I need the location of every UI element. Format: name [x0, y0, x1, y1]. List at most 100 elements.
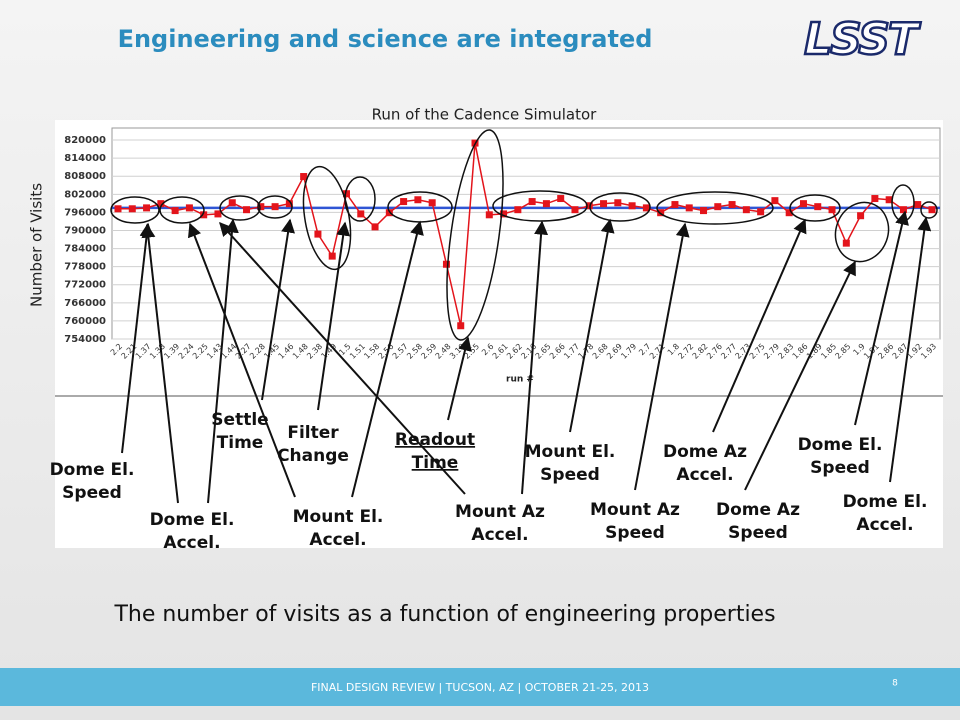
annotation-label: Dome Az	[716, 500, 800, 520]
annotation-label: Time	[412, 453, 459, 473]
y-tick-label: 784000	[64, 244, 106, 255]
point	[200, 211, 208, 219]
annotation-arrow	[351, 220, 424, 498]
annotation-arrow	[854, 210, 909, 426]
point	[842, 239, 850, 247]
point	[214, 210, 222, 218]
point	[757, 208, 765, 216]
annotation-arrow	[219, 221, 466, 495]
point	[514, 206, 522, 214]
point	[228, 199, 236, 207]
point	[542, 200, 550, 208]
point	[871, 195, 879, 203]
annotation-label: Speed	[540, 465, 600, 485]
point	[428, 199, 436, 207]
point	[557, 195, 565, 203]
point	[357, 210, 365, 218]
point	[799, 200, 807, 208]
point	[314, 230, 322, 238]
point	[257, 203, 265, 211]
y-axis-label: Number of Visits	[28, 183, 46, 307]
chart-panel	[55, 120, 943, 548]
y-tick-label: 778000	[64, 262, 106, 273]
point	[328, 252, 336, 260]
annotation-arrow	[187, 222, 296, 498]
annotation-label: Time	[217, 433, 264, 453]
annotation-arrow	[261, 218, 295, 401]
point	[785, 209, 793, 217]
highlight-ellipse	[257, 195, 293, 219]
point	[914, 201, 922, 209]
annotation-arrow	[207, 218, 239, 504]
point	[771, 197, 779, 205]
highlight-ellipse	[834, 201, 890, 263]
point	[457, 322, 465, 330]
annotation-label: Accel.	[163, 533, 220, 553]
annotation-label: Dome Az	[663, 442, 747, 462]
annotation-arrow	[744, 260, 856, 491]
annotation-label: Dome El.	[843, 492, 928, 512]
point	[657, 209, 665, 217]
annotation-arrow	[447, 336, 472, 421]
highlight-ellipse	[159, 196, 205, 224]
point	[185, 204, 193, 212]
annotation-label: Mount Az	[590, 500, 680, 520]
point	[342, 190, 350, 198]
point	[414, 196, 422, 204]
annotation-label: Dome El.	[150, 510, 235, 530]
footer-text: FINAL DESIGN REVIEW | TUCSON, AZ | OCTOB…	[311, 681, 649, 694]
annotation-label: Speed	[810, 458, 870, 478]
point	[600, 200, 608, 208]
point	[742, 206, 750, 214]
annotation-arrow	[634, 222, 690, 491]
annotation-label: Speed	[605, 523, 665, 543]
slide-title: Engineering and science are integrated	[118, 25, 653, 53]
y-tick-label: 790000	[64, 225, 106, 236]
y-tick-label: 754000	[64, 334, 106, 345]
point	[400, 198, 408, 206]
point	[271, 203, 279, 211]
point	[243, 206, 251, 214]
annotation-label: Change	[277, 446, 349, 466]
annotation-arrow	[317, 221, 351, 411]
y-tick-label: 808000	[64, 171, 106, 182]
y-tick-label: 820000	[64, 135, 106, 146]
y-tick-label: 772000	[64, 280, 106, 291]
point	[371, 223, 379, 231]
y-tick-label: 814000	[64, 153, 106, 164]
highlight-ellipse	[589, 192, 651, 222]
highlight-ellipse	[344, 176, 376, 222]
annotation-label: Mount El.	[293, 507, 384, 527]
chart-title: Run of the Cadence Simulator	[372, 106, 598, 124]
annotation-label: Dome El.	[50, 460, 135, 480]
point	[814, 203, 822, 211]
annotation-label: Settle	[211, 410, 268, 430]
annotation-arrow	[569, 218, 615, 433]
annotation-arrow	[889, 216, 932, 483]
annotation-label: Accel.	[676, 465, 733, 485]
point	[614, 199, 622, 207]
y-tick-label: 760000	[64, 316, 106, 327]
annotation-arrow	[712, 218, 807, 433]
caption: The number of visits as a function of en…	[113, 602, 775, 627]
point	[885, 196, 893, 204]
point	[642, 204, 650, 212]
point	[828, 206, 836, 214]
point	[585, 202, 593, 210]
y-tick-label: 796000	[64, 207, 106, 218]
y-tick-label: 802000	[64, 189, 106, 200]
point	[899, 206, 907, 214]
annotation-label: Accel.	[309, 530, 366, 550]
point	[442, 260, 450, 268]
series-line	[118, 142, 933, 326]
annotation-label: Mount Az	[455, 502, 545, 522]
annotation-label: Speed	[62, 483, 122, 503]
point	[571, 206, 579, 214]
highlight-ellipse	[656, 191, 774, 225]
point	[671, 201, 679, 209]
highlight-ellipse	[110, 196, 160, 224]
point	[128, 205, 136, 213]
annotation-label: Readout	[395, 430, 475, 450]
annotation-label: Speed	[728, 523, 788, 543]
